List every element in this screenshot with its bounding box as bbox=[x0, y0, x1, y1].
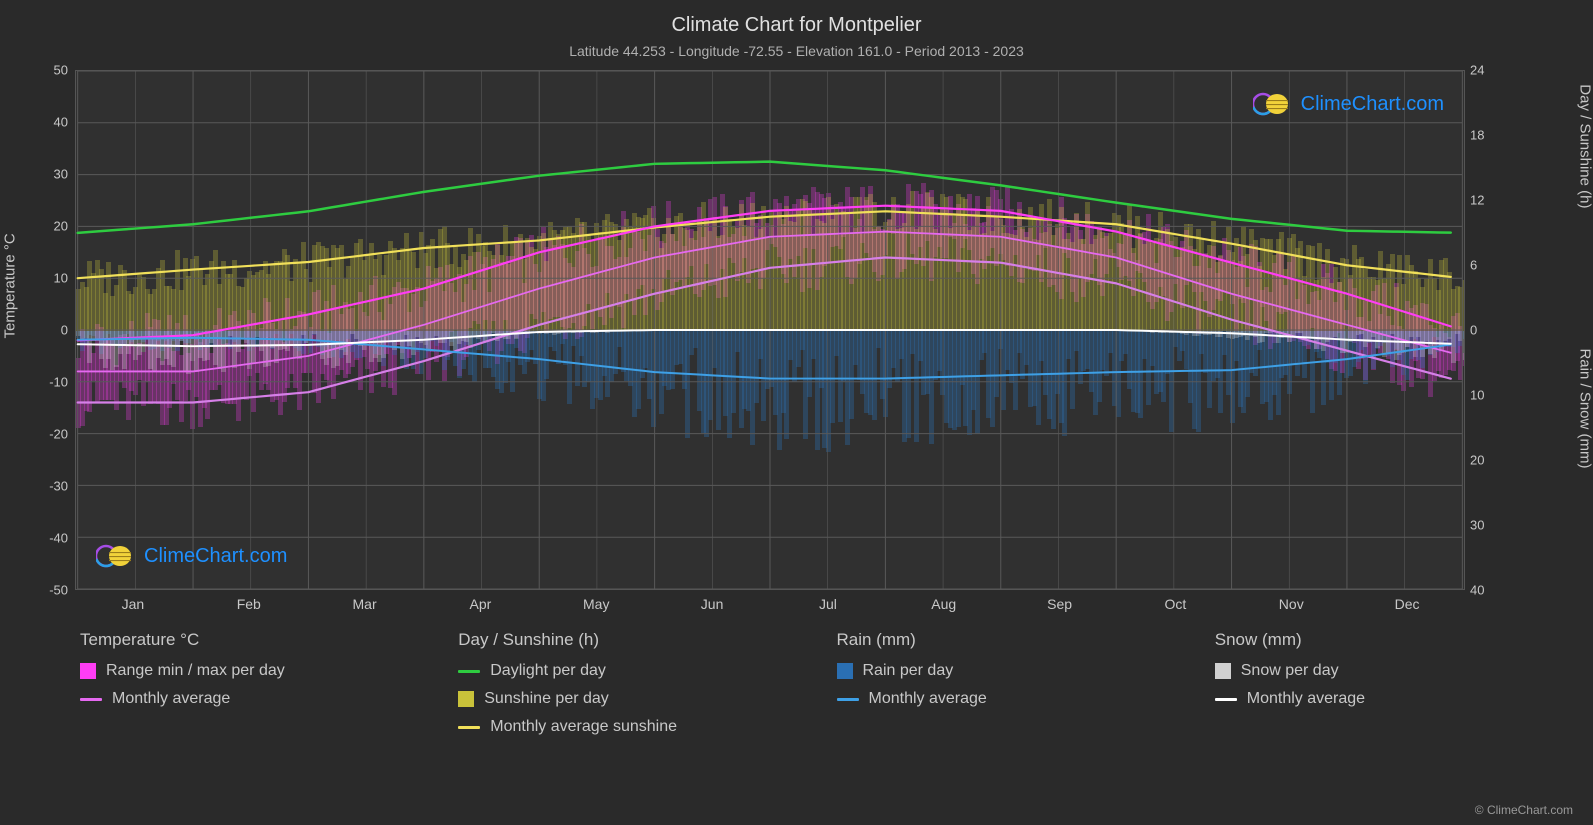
left-tick-label: 30 bbox=[18, 167, 68, 182]
watermark-text: ClimeChart.com bbox=[144, 545, 287, 568]
swatch-line-icon bbox=[1215, 698, 1237, 701]
month-label: Sep bbox=[1047, 596, 1072, 612]
swatch-line-icon bbox=[837, 698, 859, 701]
chart-subtitle: Latitude 44.253 - Longitude -72.55 - Ele… bbox=[0, 37, 1593, 59]
legend-label: Rain per day bbox=[863, 662, 954, 680]
left-axis-title: Temperature °C bbox=[2, 233, 19, 338]
month-label: Jan bbox=[122, 596, 145, 612]
right-tick-label: 24 bbox=[1470, 63, 1520, 78]
legend-header: Rain (mm) bbox=[837, 630, 1175, 650]
daily-bars-layer bbox=[76, 71, 1464, 589]
watermark-top: ClimeChart.com bbox=[1253, 89, 1444, 119]
chart-title: Climate Chart for Montpelier bbox=[0, 0, 1593, 37]
month-label: Mar bbox=[353, 596, 377, 612]
legend-label: Sunshine per day bbox=[484, 690, 609, 708]
logo-icon bbox=[1253, 89, 1293, 119]
left-tick-label: 10 bbox=[18, 271, 68, 286]
right-tick-label: 6 bbox=[1470, 258, 1520, 273]
climate-chart: Climate Chart for Montpelier Latitude 44… bbox=[0, 0, 1593, 825]
legend-item: Monthly average bbox=[1215, 690, 1553, 708]
legend-header: Snow (mm) bbox=[1215, 630, 1553, 650]
right-axis-title-top: Day / Sunshine (h) bbox=[1577, 84, 1593, 208]
legend-header: Day / Sunshine (h) bbox=[458, 630, 796, 650]
legend-item: Monthly average bbox=[837, 690, 1175, 708]
swatch-box-icon bbox=[1215, 663, 1231, 679]
legend-column: Temperature °C Range min / max per day Mon… bbox=[80, 630, 418, 746]
month-label: Dec bbox=[1395, 596, 1420, 612]
month-label: Feb bbox=[237, 596, 261, 612]
legend-item: Monthly average sunshine bbox=[458, 718, 796, 736]
left-tick-label: 50 bbox=[18, 63, 68, 78]
swatch-box-icon bbox=[837, 663, 853, 679]
right-axis-title-bottom: Rain / Snow (mm) bbox=[1577, 348, 1593, 468]
swatch-box-icon bbox=[458, 691, 474, 707]
legend-label: Range min / max per day bbox=[106, 662, 285, 680]
watermark-text: ClimeChart.com bbox=[1301, 93, 1444, 116]
left-tick-label: -10 bbox=[18, 375, 68, 390]
plot-area: ClimeChart.com ClimeChart.com bbox=[75, 70, 1465, 590]
right-tick-label: 10 bbox=[1470, 388, 1520, 403]
right-tick-label: 20 bbox=[1470, 453, 1520, 468]
legend-label: Monthly average bbox=[112, 690, 230, 708]
legend-item: Monthly average bbox=[80, 690, 418, 708]
legend-item: Daylight per day bbox=[458, 662, 796, 680]
copyright: © ClimeChart.com bbox=[1475, 803, 1573, 817]
right-tick-label: 18 bbox=[1470, 128, 1520, 143]
right-tick-label: 40 bbox=[1470, 583, 1520, 598]
legend-label: Monthly average bbox=[1247, 690, 1365, 708]
month-label: Jun bbox=[701, 596, 724, 612]
left-tick-label: -20 bbox=[18, 427, 68, 442]
swatch-box-icon bbox=[80, 663, 96, 679]
legend-label: Monthly average sunshine bbox=[490, 718, 677, 736]
legend-label: Monthly average bbox=[869, 690, 987, 708]
legend-column: Snow (mm) Snow per day Monthly average bbox=[1215, 630, 1553, 746]
legend-label: Daylight per day bbox=[490, 662, 606, 680]
month-label: Apr bbox=[470, 596, 492, 612]
legend-item: Range min / max per day bbox=[80, 662, 418, 680]
swatch-line-icon bbox=[80, 698, 102, 701]
swatch-line-icon bbox=[458, 670, 480, 673]
left-tick-label: -50 bbox=[18, 583, 68, 598]
month-label: May bbox=[583, 596, 609, 612]
logo-icon bbox=[96, 541, 136, 571]
month-label: Jul bbox=[819, 596, 837, 612]
legend: Temperature °C Range min / max per day Mon… bbox=[80, 630, 1553, 746]
month-label: Oct bbox=[1165, 596, 1187, 612]
right-tick-label: 30 bbox=[1470, 518, 1520, 533]
legend-item: Sunshine per day bbox=[458, 690, 796, 708]
left-tick-label: 20 bbox=[18, 219, 68, 234]
left-tick-label: -30 bbox=[18, 479, 68, 494]
right-tick-label: 0 bbox=[1470, 323, 1520, 338]
watermark-bottom: ClimeChart.com bbox=[96, 541, 287, 571]
legend-column: Day / Sunshine (h) Daylight per day Sunshi… bbox=[458, 630, 796, 746]
left-tick-label: 0 bbox=[18, 323, 68, 338]
legend-header: Temperature °C bbox=[80, 630, 418, 650]
swatch-line-icon bbox=[458, 726, 480, 729]
legend-item: Snow per day bbox=[1215, 662, 1553, 680]
legend-column: Rain (mm) Rain per day Monthly average bbox=[837, 630, 1175, 746]
legend-label: Snow per day bbox=[1241, 662, 1339, 680]
month-label: Nov bbox=[1279, 596, 1304, 612]
left-tick-label: 40 bbox=[18, 115, 68, 130]
month-label: Aug bbox=[931, 596, 956, 612]
legend-item: Rain per day bbox=[837, 662, 1175, 680]
right-tick-label: 12 bbox=[1470, 193, 1520, 208]
left-tick-label: -40 bbox=[18, 531, 68, 546]
